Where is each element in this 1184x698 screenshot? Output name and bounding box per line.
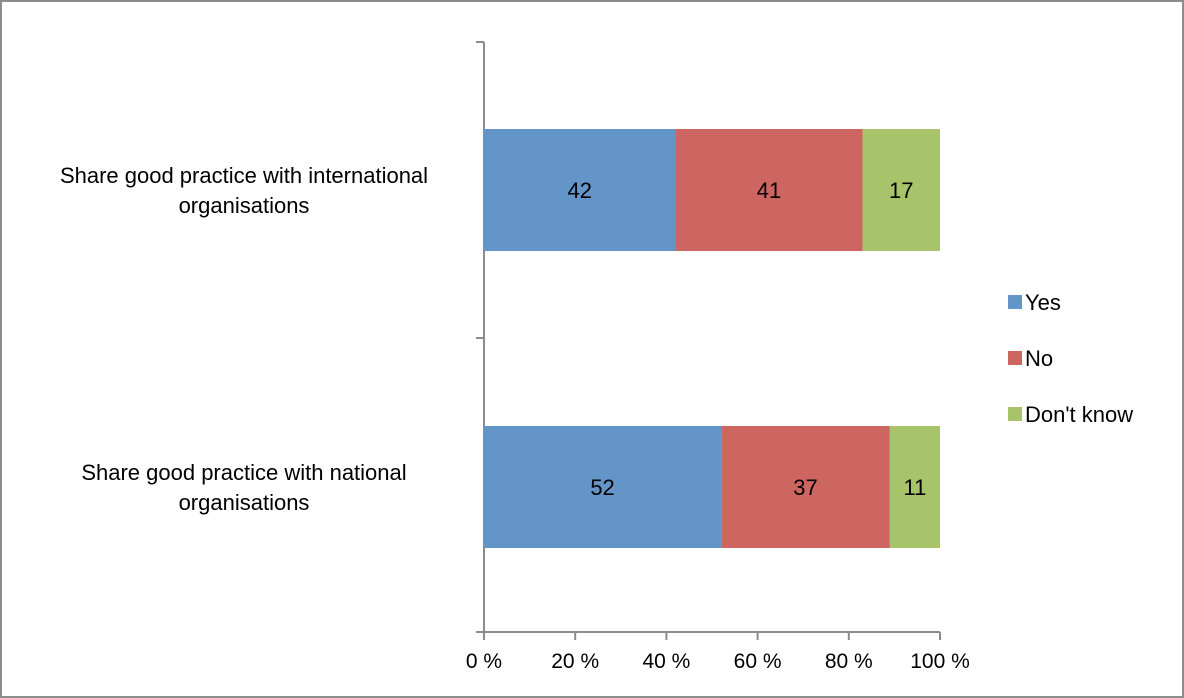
legend-label: No xyxy=(1025,346,1053,371)
x-tick-label: 80 % xyxy=(825,650,873,673)
bar-segment xyxy=(862,129,940,251)
category-label: Share good practice with national xyxy=(81,460,406,485)
data-label: 41 xyxy=(757,178,781,203)
x-tick-label: 40 % xyxy=(642,650,690,673)
x-tick-label: 0 % xyxy=(466,650,502,673)
category-label: organisations xyxy=(179,193,310,218)
x-tick-label: 100 % xyxy=(910,650,970,673)
data-label: 11 xyxy=(903,475,926,500)
bar-segment xyxy=(484,426,722,548)
legend-swatch xyxy=(1008,351,1022,365)
data-label: 37 xyxy=(793,475,817,500)
plot-area: 0 % 20 % 40 % 60 % 80 % 100 % Share good pract… xyxy=(60,41,970,673)
x-tick-label: 20 % xyxy=(551,650,599,673)
legend-label: Don't know xyxy=(1025,402,1133,427)
data-label: 42 xyxy=(568,178,592,203)
bar-segment xyxy=(675,129,863,251)
bar-segment xyxy=(889,426,940,548)
x-tick-label: 60 % xyxy=(734,650,782,673)
category-label: Share good practice with international xyxy=(60,163,428,188)
category-label: organisations xyxy=(179,490,310,515)
legend-swatch xyxy=(1008,295,1022,309)
legend-label: Yes xyxy=(1025,290,1061,315)
data-label: 52 xyxy=(590,475,614,500)
legend-swatch xyxy=(1008,407,1022,421)
legend: Yes No Don't know xyxy=(1008,290,1133,427)
bar-segment xyxy=(721,426,890,548)
data-label: 17 xyxy=(889,178,913,203)
bar-segment xyxy=(484,129,676,251)
